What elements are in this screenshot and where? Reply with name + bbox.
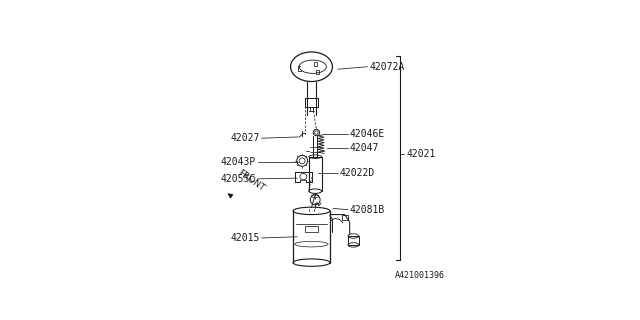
Text: 42021: 42021 [406,149,436,159]
Text: 42022D: 42022D [340,168,375,178]
Bar [342,215,348,220]
Text: 42015: 42015 [230,233,259,243]
Text: 42046E: 42046E [349,130,385,140]
Text: 42081B: 42081B [349,205,385,215]
Text: FRONT: FRONT [236,168,266,193]
Bar [314,62,317,66]
Text: 42027: 42027 [230,133,259,143]
Text: 42043P: 42043P [221,156,256,167]
Text: 42072A: 42072A [369,62,404,72]
Text: 42055C: 42055C [221,174,256,184]
Bar [316,70,319,74]
Text: 42047: 42047 [349,143,379,153]
Bar [305,226,318,232]
Bar [348,236,359,245]
Text: A421001396: A421001396 [395,271,445,280]
